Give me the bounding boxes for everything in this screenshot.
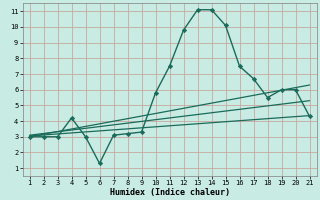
- X-axis label: Humidex (Indice chaleur): Humidex (Indice chaleur): [109, 188, 229, 197]
